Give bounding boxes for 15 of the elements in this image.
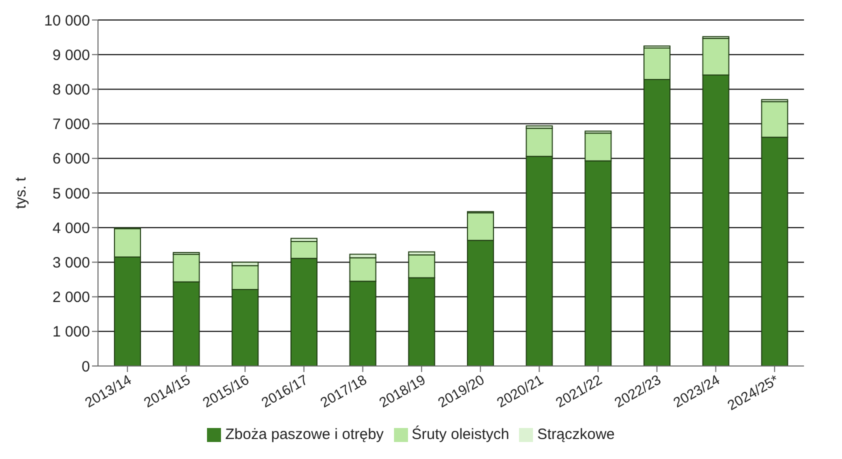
y-tick-label: 0	[82, 358, 90, 376]
y-tick-label: 1 000	[52, 324, 90, 341]
legend-label: Śruty oleistych	[412, 426, 510, 443]
y-tick-label: 4 000	[52, 220, 90, 237]
legend-label: Zboża paszowe i otręby	[225, 426, 384, 443]
y-tick-label: 8 000	[52, 82, 90, 99]
y-axis-title: tys. t	[12, 176, 30, 209]
y-tick-label: 9 000	[52, 46, 90, 64]
y-tick-label: 6 000	[52, 150, 90, 168]
y-tick-label: 10 000	[44, 12, 90, 30]
y-tick-label: 7 000	[52, 116, 90, 134]
legend-label: Strączkowe	[537, 426, 615, 443]
y-tick-label: 3 000	[52, 254, 90, 272]
y-tick-label: 5 000	[52, 185, 90, 202]
y-tick-label: 2 000	[52, 289, 90, 306]
